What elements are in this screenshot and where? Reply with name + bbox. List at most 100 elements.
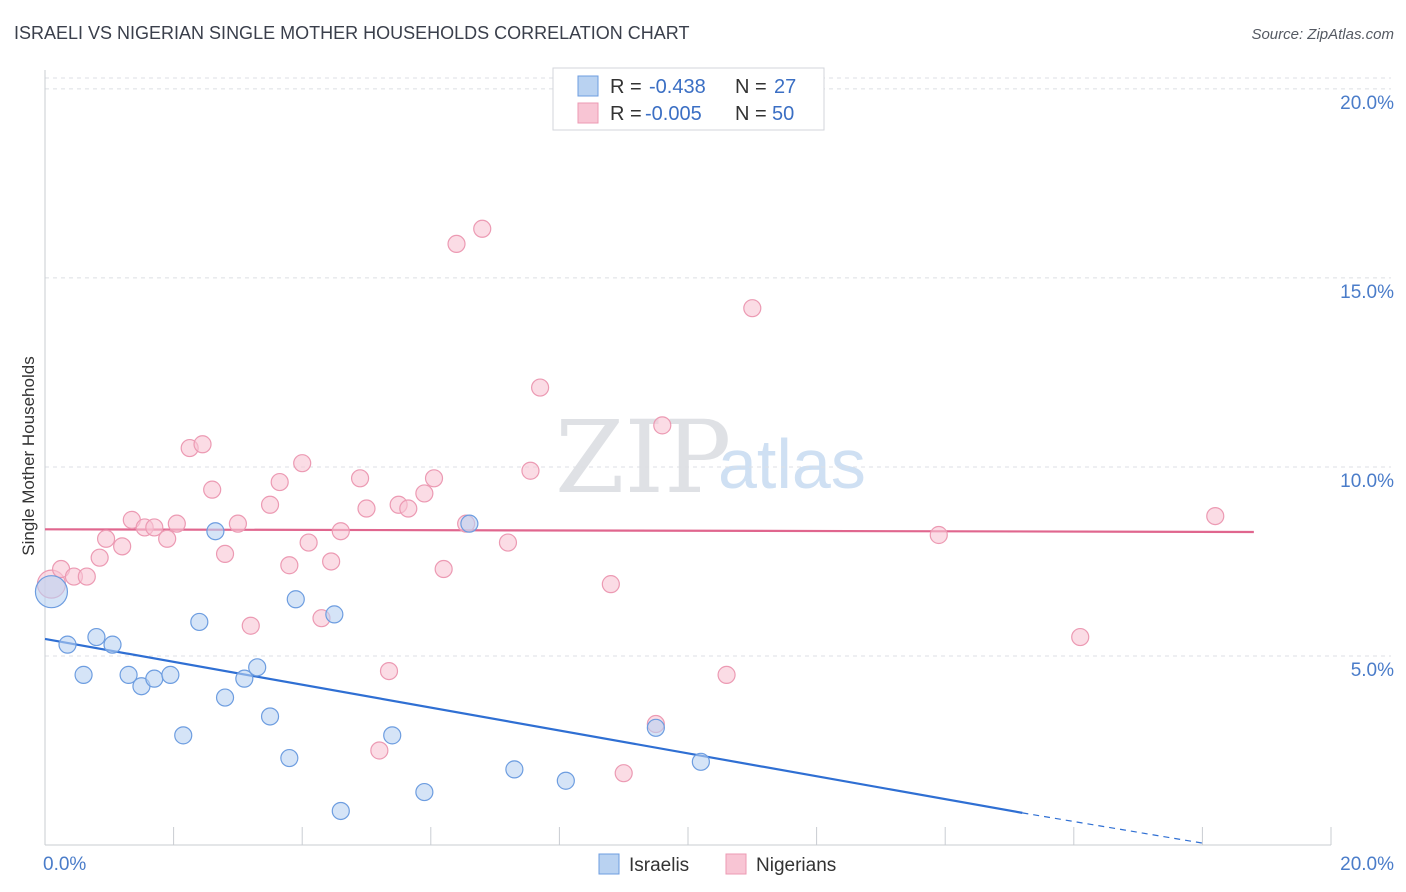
israelis-point-1 [58,635,77,654]
nigerians-point-4 [90,548,109,567]
nigerians-point-21 [293,454,312,473]
israelis-point-20 [383,726,402,745]
israelis-points [34,514,710,821]
israelis-point-10 [190,612,209,632]
israelis-point-11 [206,522,225,541]
nigerians-point-37 [473,219,492,238]
x-tick-label-1: 20.0% [1340,854,1394,875]
nigerians-point-3 [77,567,96,586]
israelis-point-12 [215,688,235,707]
nigerians-point-44 [653,416,672,435]
nigerians-point-32 [415,484,434,503]
legend-r-value-nigerians: -0.005 [645,103,702,125]
nigerians-point-46 [743,299,762,318]
bottom-legend-label-israelis: Israelis [629,855,689,876]
israelis-point-9 [174,726,193,745]
israelis-point-4 [103,635,122,654]
nigerians-point-19 [270,472,289,492]
legend-n-value-nigerians: 50 [772,103,794,125]
israelis-trend-line-extension [1022,812,1203,844]
y-tick-label-1: 10.0% [1340,471,1394,492]
nigerians-point-42 [614,764,633,783]
nigerians-point-25 [331,522,350,541]
israelis-point-22 [460,514,479,533]
israelis-point-17 [286,590,305,609]
series-legend: Israelis Nigerians [598,853,836,876]
gridlines [45,77,1391,657]
nigerians-point-38 [498,533,518,552]
nigerians-point-47 [929,525,948,545]
israelis-point-19 [331,801,350,821]
nigerians-point-13 [193,435,212,454]
watermark: ZIP atlas [555,399,866,516]
y-tick-label-2: 15.0% [1340,282,1394,303]
nigerians-point-15 [215,544,235,564]
nigerians-point-31 [399,499,418,518]
nigerians-point-22 [299,533,318,552]
watermark-atlas: atlas [718,425,866,503]
chart-source: Source: ZipAtlas.com [1251,26,1394,43]
nigerians-point-34 [434,559,453,579]
nigerians-point-24 [322,552,341,571]
nigerians-point-39 [521,461,540,480]
nigerians-point-49 [1206,506,1225,526]
y-tick-label-3: 20.0% [1340,93,1394,114]
y-tick-label-0: 5.0% [1351,660,1394,681]
correlation-legend: R = -0.438 N = 27 R = -0.005 N = 50 [552,67,825,131]
nigerians-point-29 [379,661,399,681]
nigerians-point-10 [158,529,177,548]
israelis-trend-line [44,637,1023,814]
israelis-point-13 [235,669,254,688]
israelis-point-7 [145,669,164,688]
nigerians-point-48 [1071,627,1090,647]
nigerians-point-41 [601,575,620,594]
nigerians-point-20 [280,556,299,575]
israelis-point-18 [325,605,344,624]
legend-r-label-nigerians: R = [610,103,642,125]
nigerians-point-45 [717,665,736,684]
nigerians-point-27 [357,499,376,518]
watermark-zip: ZIP [555,399,731,516]
nigerians-point-14 [203,480,222,499]
israelis-point-21 [415,782,434,802]
nigerians-point-33 [424,469,444,488]
israelis-point-0 [34,575,69,609]
legend-n-value-israelis: 27 [774,76,796,98]
nigerians-point-6 [113,537,132,556]
israelis-point-8 [161,665,180,684]
legend-n-label-israelis: N = [735,76,767,98]
bottom-legend-swatch-israelis [598,853,620,875]
chart-title: ISRAELI VS NIGERIAN SINGLE MOTHER HOUSEH… [14,23,689,43]
israelis-point-3 [87,627,106,647]
axes [44,70,1332,846]
nigerians-point-11 [167,514,186,533]
x-tick-label-0: 0.0% [43,854,86,875]
y-tick-labels: 5.0% 10.0% 15.0% 20.0% [1340,93,1394,681]
israelis-point-26 [691,752,710,771]
trend-lines [44,528,1254,844]
legend-swatch-nigerians [577,102,599,124]
nigerians-point-26 [350,469,370,488]
nigerians-point-9 [145,518,164,537]
legend-n-label-nigerians: N = [735,103,767,125]
israelis-point-5 [119,665,138,684]
nigerians-point-17 [241,616,260,635]
bottom-legend-swatch-nigerians [725,853,747,875]
y-axis-label: Single Mother Households [19,356,38,555]
israelis-point-15 [260,707,280,726]
israelis-point-24 [556,771,575,790]
nigerians-point-16 [228,514,247,533]
x-tick-labels: 0.0% 20.0% [43,854,1394,875]
bottom-legend-label-nigerians: Nigerians [756,855,836,876]
nigerians-point-5 [96,529,116,548]
legend-r-value-israelis: -0.438 [649,76,706,98]
nigerians-point-28 [370,741,389,760]
israelis-point-25 [646,718,665,737]
nigerians-point-18 [260,495,280,514]
israelis-point-14 [248,658,267,677]
israelis-point-16 [280,748,299,768]
nigerians-trend-line [44,528,1254,534]
israelis-point-2 [74,665,93,684]
israelis-point-23 [505,760,524,779]
